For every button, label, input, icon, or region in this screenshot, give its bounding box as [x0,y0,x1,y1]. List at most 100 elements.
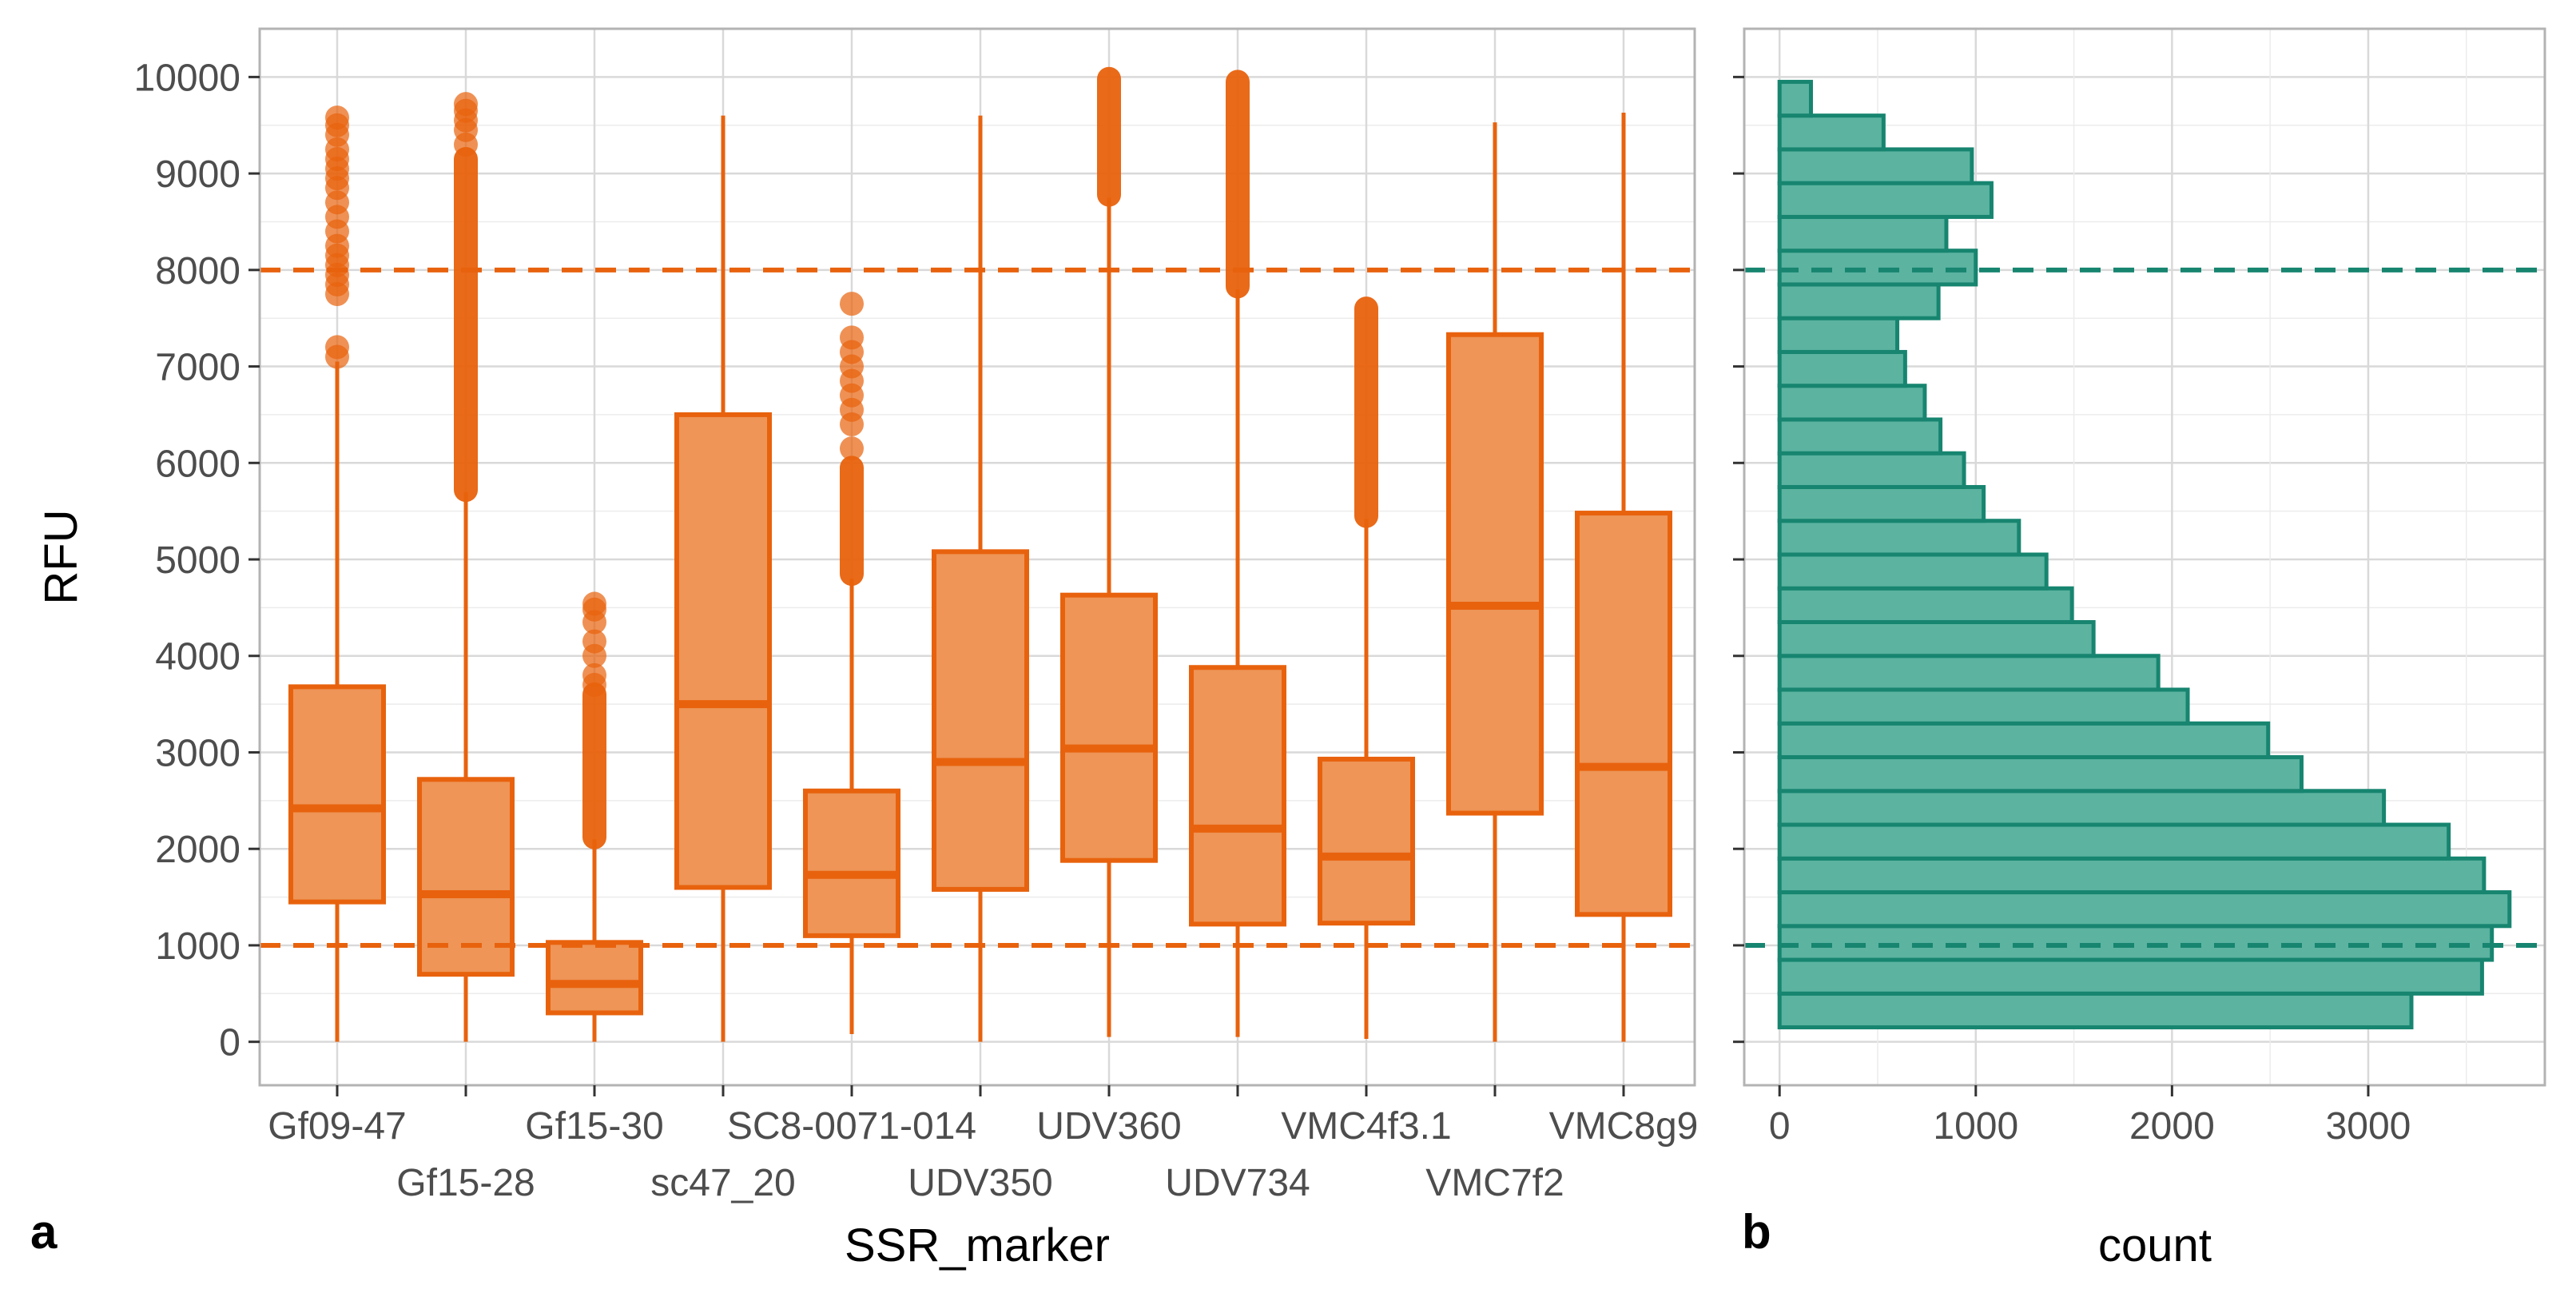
outlier-points-dense [454,146,478,503]
box-Gf15-30 [546,591,643,1042]
y-tick-label: 1000 [155,925,241,968]
outlier-point [325,335,349,360]
y-tick-label: 7000 [155,347,241,389]
iqr-box [1318,756,1415,926]
histogram-bar [1777,890,2512,929]
histogram-panel: 0 1000 2000 3000 count b [1733,27,2546,1271]
y-tick-label: 10000 [134,57,241,99]
outlier-point [582,591,606,616]
histogram-bar [1777,924,2495,962]
boxplot-x-axis-ticks: Gf09-47 Gf15-28 Gf15-30 sc47_20 SC8-0071-014… [268,1085,1698,1204]
x-tick-label: Gf15-30 [525,1105,663,1148]
iqr-box [288,684,386,905]
histogram-bar [1777,451,1966,489]
boxplot-panel-border [258,27,1696,1087]
x-tick-label: 0 [1769,1105,1791,1148]
histogram-bar [1777,349,1907,388]
histogram-bar [1777,417,1943,456]
box-VMC8g9 [1575,113,1672,1042]
iqr-box [417,777,515,977]
histogram-bar [1777,316,1900,354]
y-tick-label: 5000 [155,539,241,582]
box-Gf15-28 [417,92,515,1042]
box-UDV350 [932,115,1029,1042]
histogram-bar [1777,687,2190,726]
histogram-x-axis-label: count [2098,1219,2212,1271]
x-tick-label: UDV350 [908,1162,1052,1204]
histogram-y-axis-ticks [1733,75,1744,1044]
histogram-bar [1777,822,2451,861]
x-tick-label: SC8-0071-014 [727,1105,976,1148]
x-tick-label: 3000 [2326,1105,2411,1148]
histogram-bar [1777,586,2074,624]
x-tick-label: VMC7f2 [1425,1162,1564,1204]
histogram-bar [1777,957,2484,996]
x-tick-label: 1000 [1933,1105,2018,1148]
histogram-bar [1777,214,1949,253]
histogram-bar [1777,79,1813,118]
histogram-bar [1777,113,1886,152]
histogram-x-axis-ticks: 0 1000 2000 3000 [1769,1085,2411,1148]
y-tick-label: 2000 [155,829,241,871]
iqr-box [1189,665,1286,927]
y-tick-label: 8000 [155,250,241,292]
outlier-point [582,629,606,654]
histogram-bar [1777,249,1978,287]
panel-b-label: b [1742,1205,1771,1259]
histogram-bar [1777,484,1986,523]
x-tick-label: VMC4f3.1 [1281,1105,1451,1148]
iqr-box [932,549,1029,892]
outlier-point [454,92,478,117]
boxplot-y-axis-label: RFU [35,509,87,604]
iqr-box [803,788,900,938]
x-tick-label: VMC8g9 [1549,1105,1699,1148]
outlier-point [840,292,864,316]
boxplot-panel: 0 1000 2000 3000 4000 5000 6000 7000 8000 9000 100… [30,27,1698,1271]
box-sc47_20 [674,115,772,1042]
box-VMC4f3.1 [1318,296,1415,1040]
iqr-box [546,940,643,1016]
x-tick-label: sc47_20 [650,1162,795,1204]
outlier-points-dense [1097,66,1121,207]
histogram-bar [1777,147,1974,185]
panel-a-label: a [30,1205,58,1259]
histogram-panel-border [1743,27,2546,1087]
histogram-bar [1777,789,2387,827]
histogram-bar [1777,619,2096,658]
outlier-points-dense [840,456,864,587]
iqr-box [1060,592,1158,863]
y-tick-label: 0 [219,1022,241,1064]
histogram-bar [1777,384,1927,422]
histogram-bar [1777,519,2021,557]
boxplot-y-axis-ticks: 0 1000 2000 3000 4000 5000 6000 7000 8000 9000 100… [134,57,260,1064]
iqr-box [1446,332,1544,816]
outlier-point [840,325,864,350]
outlier-point [582,662,606,687]
y-tick-label: 3000 [155,732,241,774]
x-tick-label: UDV360 [1036,1105,1181,1148]
outlier-points-dense [582,682,606,849]
outlier-point [840,436,864,461]
histogram-bar [1777,654,2161,692]
histogram-bar [1777,721,2271,760]
box-UDV734 [1189,70,1286,1037]
iqr-box [1575,511,1672,917]
y-tick-label: 9000 [155,153,241,196]
histogram-bar [1777,282,1941,320]
histogram-bar [1777,755,2304,794]
histogram-bar [1777,181,1994,219]
y-tick-label: 6000 [155,443,241,485]
box-UDV360 [1060,66,1158,1037]
x-tick-label: UDV734 [1165,1162,1310,1204]
histogram-bar [1777,856,2487,895]
x-tick-label: Gf09-47 [268,1105,406,1148]
box-SC8-0071-014 [803,292,900,1035]
box-VMC7f2 [1446,122,1544,1042]
boxplot-x-axis-label: SSR_marker [845,1219,1110,1271]
boxplot-boxes [288,66,1672,1042]
histogram-bar [1777,991,2414,1030]
histogram-bar [1777,552,2049,591]
x-tick-label: Gf15-28 [396,1162,535,1204]
x-tick-label: 2000 [2129,1105,2215,1148]
